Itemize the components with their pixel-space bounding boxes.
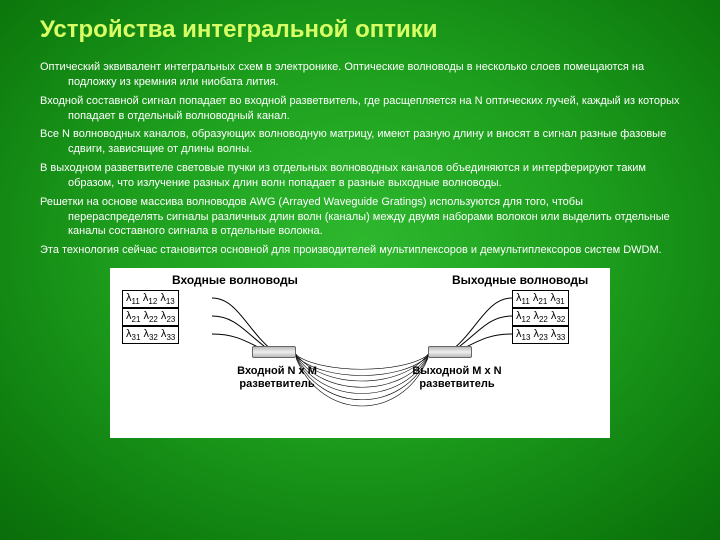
paragraph: Все N волноводных каналов, образующих во… [40,127,680,157]
caption-line: Выходной M x N [412,365,501,377]
caption-line: разветвитель [419,378,494,390]
input-splitter [252,346,296,358]
paragraph: Эта технология сейчас становится основно… [40,243,680,258]
output-splitter [428,346,472,358]
caption-line: Входной N x M [237,365,317,377]
output-splitter-caption: Выходной M x N разветвитель [397,365,517,391]
awg-diagram: Входные волноводы Выходные волноводы λ11… [110,268,610,438]
paragraph: Решетки на основе массива волноводов AWG… [40,195,680,240]
body-text: Оптический эквивалент интегральных схем … [0,44,720,258]
input-splitter-caption: Входной N x M разветвитель [222,365,332,391]
paragraph: В выходном разветвителе световые пучки и… [40,161,680,191]
page-title: Устройства интегральной оптики [0,0,720,44]
caption-line: разветвитель [239,378,314,390]
paragraph: Входной составной сигнал попадает во вхо… [40,94,680,124]
fiber-lines [112,270,612,440]
paragraph: Оптический эквивалент интегральных схем … [40,60,680,90]
